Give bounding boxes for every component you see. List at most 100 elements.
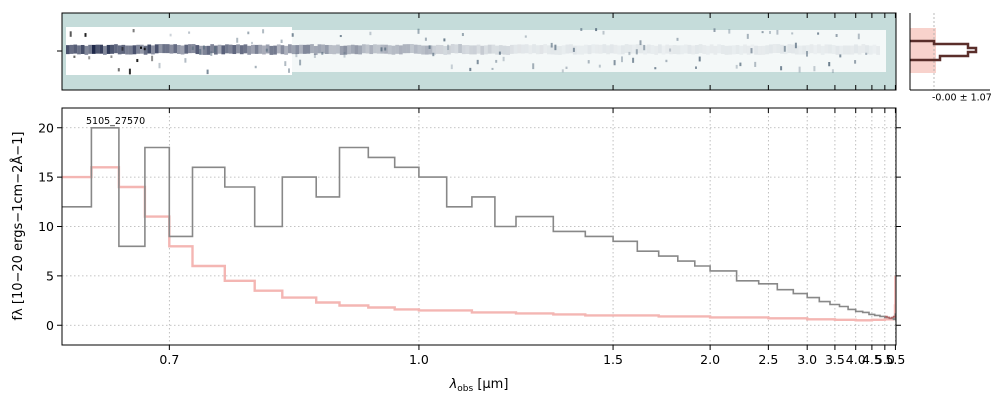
spectrum-2d-trace-column — [613, 44, 618, 54]
y-tick-label: 10 — [38, 219, 54, 234]
spectrum-2d-trace-column — [865, 45, 869, 55]
spectrum-2d-noise-pixel — [84, 33, 87, 37]
spectrum-2d-trace-column — [806, 45, 810, 55]
spectrum-2d-trace-column — [846, 45, 851, 55]
spectrum-2d-noise-pixel — [417, 28, 420, 34]
spectrum-2d-trace-column — [728, 45, 732, 55]
spectrum-2d-trace-column — [658, 44, 662, 54]
spectrum-2d-trace-column — [528, 45, 533, 55]
spectrum-2d-trace-column — [554, 45, 559, 55]
spectrum-2d-noise-pixel — [288, 68, 290, 73]
spectrum-2d-trace-column — [321, 44, 325, 54]
spectrum-2d-trace-column — [158, 44, 163, 54]
spectrum-2d-trace-column — [402, 44, 407, 54]
spectrum-2d-noise-pixel — [384, 47, 387, 51]
spectrum-2d-noise-pixel — [339, 35, 342, 38]
spectrum-2d-trace-column — [739, 45, 744, 55]
spectrum-2d-noise-pixel — [321, 51, 324, 55]
spectrum-2d-noise-pixel — [587, 60, 590, 64]
spectrum-2d-trace-column — [717, 44, 721, 54]
spectrum-2d-noise-pixel — [343, 51, 346, 58]
grid — [62, 108, 896, 345]
spectrum-2d-trace-column — [769, 44, 773, 54]
spectrum-2d-noise-pixel — [265, 48, 268, 52]
spectrum-2d-trace-column — [561, 45, 566, 55]
spectrum-2d-trace-column — [391, 45, 396, 55]
spectrum-2d-noise-pixel — [735, 64, 738, 69]
spectrum-2d-trace-column — [780, 44, 784, 54]
spectrum-2d-trace-column — [565, 44, 570, 54]
spectrum-2d-trace-column — [428, 45, 433, 55]
spectrum-2d-noise-pixel — [813, 66, 816, 72]
spectrum-2d-trace-column — [121, 44, 126, 54]
spectrum-2d-trace-column — [776, 44, 781, 54]
spectrum-2d-trace-column — [743, 44, 747, 54]
spectrum-2d-trace-column — [413, 44, 418, 54]
spectrum-2d-noise-pixel — [621, 56, 623, 63]
residual-histogram-panel: -0.00 ± 1.07 — [909, 13, 992, 103]
spectrum-2d-noise-pixel — [247, 31, 250, 35]
spectrum-2d-trace-column — [169, 44, 174, 54]
spectrum-2d-noise-pixel — [794, 42, 797, 49]
spectrum-2d-trace-column — [813, 45, 818, 55]
spectrum-2d-trace-column — [476, 44, 481, 54]
spectrum-2d-noise-pixel — [565, 66, 568, 69]
spectrum-2d-noise-pixel — [432, 52, 435, 57]
spectrum-2d-trace-column — [336, 44, 340, 54]
spectrum-2d-trace-column — [646, 44, 651, 54]
spectrum-2d-noise-pixel — [746, 33, 749, 39]
spectrum-2d-trace-column — [436, 44, 440, 54]
spectrum-2d-noise-pixel — [291, 33, 294, 37]
spectrum-2d-trace-column — [117, 45, 122, 55]
spectrum-2d-trace-column — [809, 44, 814, 54]
spectrum-2d-trace-column — [854, 44, 858, 54]
spectrum-2d-noise-pixel — [628, 51, 631, 56]
spectrum-2d-trace-column — [495, 45, 499, 55]
x-axis-title-main: λ — [449, 377, 458, 392]
spectrum-2d-trace-column — [498, 45, 503, 55]
spectrum-2d-trace-column — [95, 44, 100, 54]
spectrum-2d-ticks — [57, 13, 896, 90]
spectrum-2d-noise-pixel — [428, 45, 431, 49]
spectrum-2d-noise-pixel — [69, 31, 72, 37]
spectrum-2d-trace-column — [288, 44, 292, 54]
histogram-gaussian-fill — [910, 28, 936, 73]
spectrum-2d-trace-column — [857, 45, 862, 55]
spectrum-2d-noise-pixel — [117, 68, 120, 72]
x-tick-label: 2.5 — [758, 352, 778, 367]
spectrum-2d-trace-column — [162, 44, 166, 54]
spectrum-2d-trace-column — [732, 45, 736, 55]
x-tick-label: 4.0 — [846, 352, 866, 367]
spectrum-2d-trace-column — [284, 45, 288, 55]
spectrum-2d-noise-pixel — [202, 45, 205, 50]
spectrum-2d-trace-column — [369, 45, 374, 55]
spectrum-2d-trace-column — [387, 45, 392, 55]
spectrum-2d-trace-column — [80, 44, 85, 54]
spectrum-2d-trace-column — [576, 45, 581, 55]
spectrum-2d-trace-column — [598, 44, 603, 54]
spectrum-2d-trace-column — [232, 45, 237, 55]
spectrum-2d-trace-column — [798, 45, 803, 55]
spectrum-2d-trace-column — [228, 44, 233, 54]
spectrum-2d-trace-column — [247, 45, 251, 55]
spectrum-2d-trace-column — [69, 44, 74, 54]
spectrum-2d-trace-column — [114, 44, 118, 54]
spectrum-2d-trace-column — [709, 44, 714, 54]
spectrum-2d-trace-column — [454, 44, 459, 54]
spectrum-2d-trace-column — [221, 45, 226, 55]
spectrum-2d-trace-column — [417, 44, 422, 54]
spectrum-2d-trace-column — [691, 45, 695, 55]
spectrum-2d-trace-column — [350, 44, 355, 54]
spectrum-2d-trace-column — [421, 45, 425, 55]
spectrum-2d-noise-pixel — [524, 35, 527, 38]
spectrum-2d-trace-column — [217, 44, 222, 54]
spectrum-2d-trace-column — [251, 44, 255, 54]
spectrum-2d-trace-column — [88, 44, 92, 54]
spectrum-2d-trace-column — [672, 44, 677, 54]
x-tick-label: 1.5 — [603, 352, 623, 367]
spectrum-2d-noise-pixel — [754, 61, 757, 67]
spectrum-2d-noise-pixel — [750, 48, 753, 54]
spectrum-2d-trace-column — [125, 45, 129, 55]
spectrum-2d-trace-column — [328, 44, 333, 54]
spectrum-2d-trace-column — [313, 45, 318, 55]
